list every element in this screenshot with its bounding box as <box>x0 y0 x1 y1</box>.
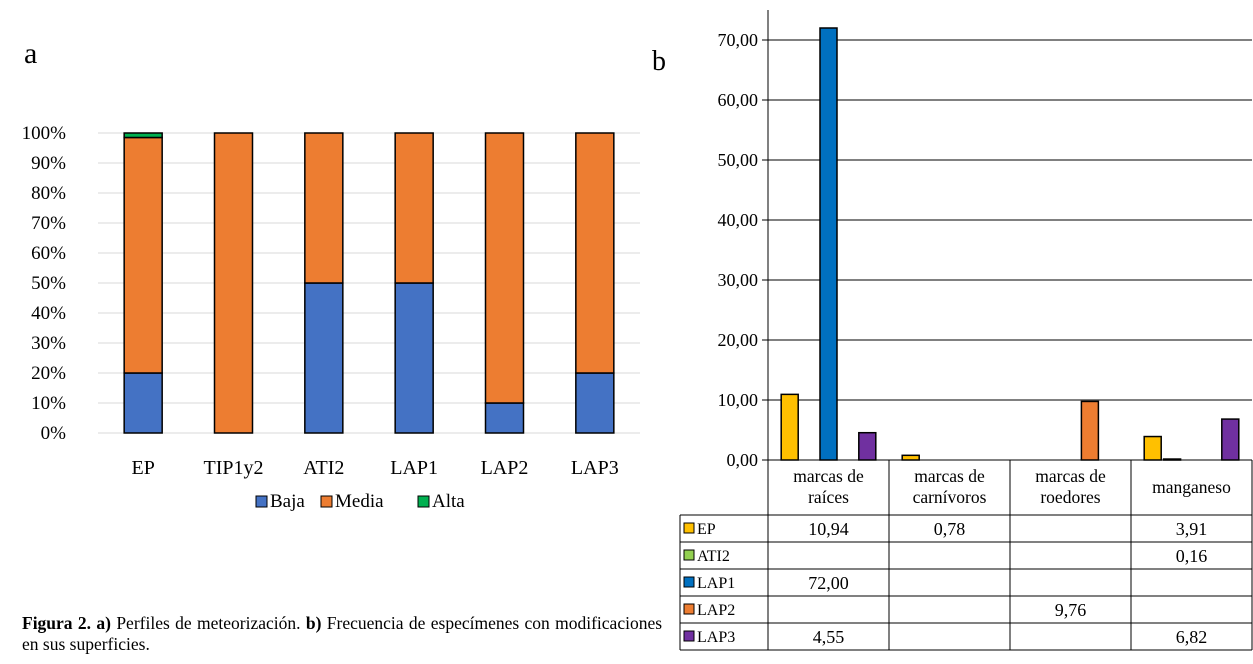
xtick-label-a: TIP1y2 <box>204 457 264 479</box>
ytick-label-a: 20% <box>31 363 66 384</box>
table-cell-value: 4,55 <box>813 627 845 647</box>
bar-b-marcas-de-raices-lap3 <box>858 431 877 461</box>
bar-a-tip1y2-media <box>213 132 254 434</box>
bar-a-ati2-baja <box>304 282 344 434</box>
weathering-profiles-chart: a 0% 10% 20% 30% 40% 50% 60% 70% 80% 90% 100% EP TI… <box>22 37 640 512</box>
ytick-label-a: 40% <box>31 303 66 324</box>
ytick-label-b: 30,00 <box>718 270 759 290</box>
bar-b-manganeso-lap3 <box>1221 418 1240 461</box>
category-label-b: raíces <box>808 487 849 507</box>
ytick-label-b: 40,00 <box>718 210 759 230</box>
legend-swatch-a-media <box>320 495 333 508</box>
bar-a-lap2-baja <box>484 402 525 434</box>
ytick-label-a: 10% <box>31 393 66 414</box>
bar-a-lap3-media <box>575 132 615 374</box>
ytick-label-a: 0% <box>41 423 67 444</box>
bar-b-marcas-de-carnivoros-ep <box>901 454 920 461</box>
bar-a-ati2-media <box>304 132 344 284</box>
bar-a-lap3-baja <box>575 372 615 434</box>
legend-label-a: Alta <box>432 491 465 512</box>
bar-a-ep-media <box>123 136 163 374</box>
table-legend-swatch-lap2 <box>683 603 695 615</box>
caption-a-text: Perfiles de meteorización. <box>116 613 301 633</box>
table-legend-label: ATI2 <box>697 548 730 565</box>
panel-label-a: a <box>24 37 37 70</box>
ytick-label-a: 90% <box>31 153 66 174</box>
table-legend-swatch-ati2 <box>683 549 695 561</box>
category-label-b: marcas de <box>914 466 985 486</box>
category-label-b: marcas de <box>793 466 864 486</box>
bar-a-lap2-media <box>484 132 525 404</box>
ytick-label-b: 10,00 <box>718 390 759 410</box>
table-legend-label: LAP1 <box>697 575 735 592</box>
caption-b-text: Frecuencia de especímenes con modificaci… <box>22 613 663 654</box>
bar-b-marcas-de-roedores-lap2 <box>1080 400 1100 461</box>
category-label-b: roedores <box>1040 487 1100 507</box>
bar-a-ep-baja <box>123 372 163 434</box>
bar-b-marcas-de-raices-lap1 <box>819 27 838 461</box>
ytick-label-b: 60,00 <box>718 90 759 110</box>
legend-swatch-a-baja <box>255 495 268 508</box>
table-legend-label: LAP3 <box>697 629 735 646</box>
ytick-label-a: 70% <box>31 213 66 234</box>
legend-label-a: Baja <box>270 491 305 512</box>
surface-modifications-chart: b 0,00 10,00 20,00 30,00 40,00 50,00 60,00 70,0… <box>652 10 1253 651</box>
table-cell-value: 9,76 <box>1055 600 1087 620</box>
ytick-label-b: 20,00 <box>718 330 759 350</box>
ytick-label-b: 70,00 <box>718 30 759 50</box>
xtick-label-a: LAP3 <box>571 457 619 479</box>
bar-b-manganeso-ep <box>1143 435 1162 461</box>
table-legend-swatch-lap3 <box>683 630 695 642</box>
category-label-b: manganeso <box>1152 477 1231 497</box>
category-label-b: carnívoros <box>913 487 987 507</box>
table-cell-value: 10,94 <box>808 519 849 539</box>
table-legend-label: LAP2 <box>697 602 735 619</box>
figure-caption: Figura 2. a) Perfiles de meteorización. … <box>22 613 662 655</box>
bar-a-lap1-media <box>394 132 434 284</box>
ytick-label-a: 80% <box>31 183 66 204</box>
xtick-label-a: ATI2 <box>303 457 344 479</box>
table-cell-value: 3,91 <box>1176 519 1208 539</box>
xtick-label-a: LAP1 <box>390 457 438 479</box>
table-cell-value: 0,78 <box>934 519 966 539</box>
xtick-label-a: LAP2 <box>481 457 529 479</box>
table-cell-value: 0,16 <box>1176 546 1208 566</box>
caption-b-marker: b) <box>305 613 322 633</box>
bar-a-lap1-baja <box>394 282 434 434</box>
bar-a-ep-alta <box>123 132 163 139</box>
ytick-label-a: 100% <box>22 123 67 144</box>
table-legend-swatch-ep <box>683 522 695 534</box>
table-cell-value: 6,82 <box>1176 627 1208 647</box>
ytick-label-b: 50,00 <box>718 150 759 170</box>
table-cell-value: 72,00 <box>808 573 849 593</box>
legend-label-a: Media <box>335 491 384 512</box>
caption-label: Figura 2. <box>22 613 92 633</box>
xtick-label-a: EP <box>131 457 154 479</box>
bar-b-marcas-de-raices-ep <box>780 393 799 461</box>
panel-label-b: b <box>652 46 666 77</box>
legend-swatch-a-alta <box>417 495 430 508</box>
caption-a-marker: a) <box>96 613 111 633</box>
table-legend-swatch-lap1 <box>683 576 695 588</box>
ytick-label-a: 30% <box>31 333 66 354</box>
ytick-label-b: 0,00 <box>727 450 759 470</box>
ytick-label-a: 50% <box>31 273 66 294</box>
table-legend-label: EP <box>697 521 716 538</box>
ytick-label-a: 60% <box>31 243 66 264</box>
category-label-b: marcas de <box>1035 466 1106 486</box>
